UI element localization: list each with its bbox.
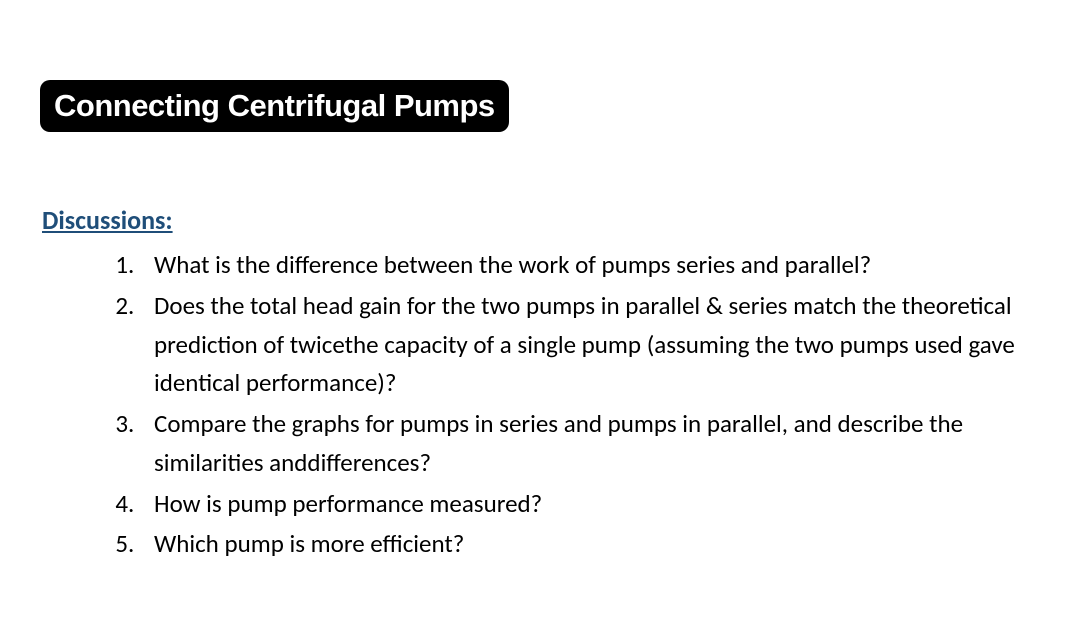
list-item: Which pump is more efficient? [140, 525, 1040, 564]
section-heading: Discussions: [42, 204, 1040, 236]
list-item: What is the difference between the work … [140, 246, 1040, 285]
question-text: Does the total head gain for the two pum… [154, 290, 1015, 399]
discussion-list: What is the difference between the work … [120, 246, 1040, 564]
list-item: How is pump performance measured? [140, 485, 1040, 524]
list-item: Compare the graphs for pumps in series a… [140, 405, 1040, 483]
question-text: What is the difference between the work … [154, 249, 871, 280]
page-title-text: Connecting Centrifugal Pumps [54, 88, 495, 123]
question-text: Compare the graphs for pumps in series a… [154, 408, 963, 478]
question-text: Which pump is more efficient? [154, 528, 464, 559]
page-title-badge: Connecting Centrifugal Pumps [40, 80, 509, 132]
list-item: Does the total head gain for the two pum… [140, 287, 1040, 403]
question-text: How is pump performance measured? [154, 488, 542, 519]
